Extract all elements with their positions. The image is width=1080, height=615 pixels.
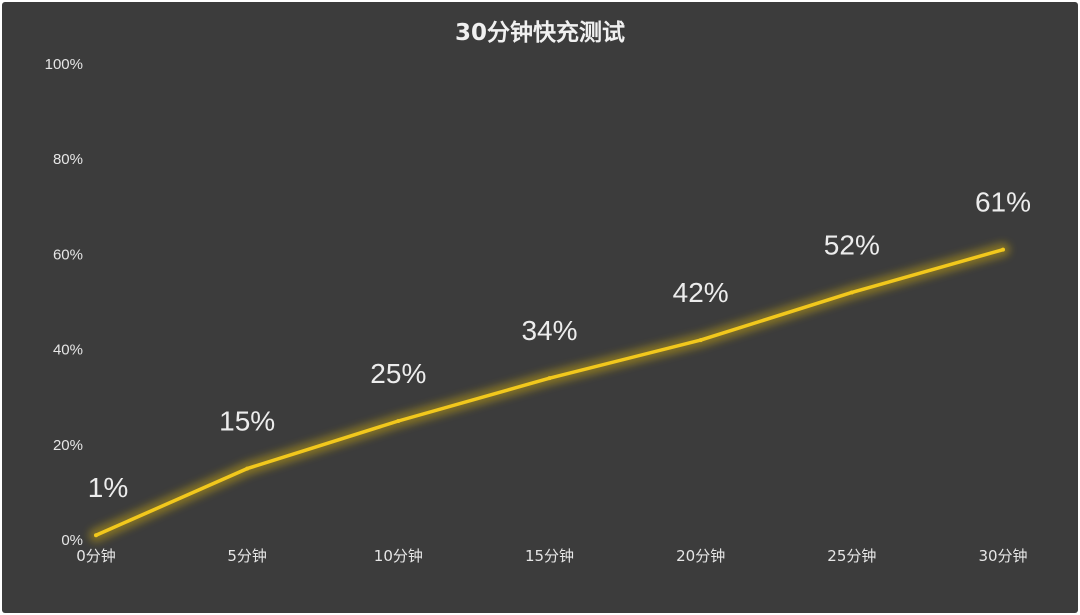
y-tick-label: 80% (53, 151, 83, 168)
x-tick-label: 5分钟 (227, 547, 267, 565)
data-label: 25% (370, 358, 426, 389)
data-point (547, 376, 552, 381)
data-label: 52% (824, 229, 880, 260)
x-axis-ticks: 0分钟 5分钟 10分钟 15分钟 20分钟 25分钟 30分钟 (76, 547, 1027, 565)
chart-title: 30分钟快充测试 (455, 19, 625, 46)
data-point (849, 290, 854, 295)
series-layer (89, 242, 1010, 543)
y-tick-label: 100% (45, 56, 83, 73)
data-point (245, 466, 250, 471)
x-tick-label: 15分钟 (525, 547, 574, 565)
data-label: 61% (975, 187, 1031, 218)
y-tick-label: 60% (53, 246, 83, 263)
y-tick-label: 0% (61, 532, 83, 549)
data-label: 1% (88, 472, 128, 503)
x-tick-label: 25分钟 (827, 547, 876, 565)
x-tick-label: 30分钟 (978, 547, 1027, 565)
x-tick-label: 20分钟 (676, 547, 725, 565)
y-tick-label: 20% (53, 437, 83, 454)
data-labels: 1% 15% 25% 34% 42% 52% 61% (88, 187, 1031, 504)
y-tick-label: 40% (53, 342, 83, 359)
x-tick-label: 10分钟 (374, 547, 423, 565)
data-label: 34% (521, 315, 577, 346)
data-label: 42% (673, 277, 729, 308)
series-line-glow (89, 242, 1010, 543)
data-point (396, 419, 401, 423)
y-axis-ticks: 0% 20% 40% 60% 80% 100% (45, 56, 83, 549)
data-point (698, 338, 703, 343)
x-tick-label: 0分钟 (76, 547, 116, 565)
data-point (1001, 247, 1005, 252)
data-label: 15% (219, 406, 275, 437)
data-point (94, 533, 98, 538)
